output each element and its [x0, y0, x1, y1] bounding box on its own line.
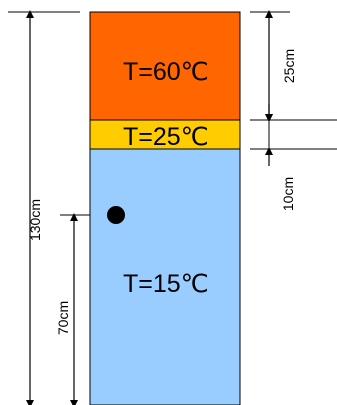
cold-layer-label: T=15℃ [123, 270, 209, 298]
middle-layer-label: T=25℃ [123, 123, 209, 151]
hot-layer-label: T=60℃ [123, 58, 209, 86]
hot-layer-dimension-label: 25cm [281, 49, 297, 83]
cold-layer [89, 148, 241, 405]
temperature-probe [107, 206, 125, 224]
probe-height-label: 70cm [55, 301, 71, 335]
middle-layer [89, 119, 241, 150]
total-height-label: 130cm [27, 199, 43, 241]
middle-layer-dimension-label: 10cm [280, 177, 296, 211]
hot-layer [89, 11, 241, 121]
